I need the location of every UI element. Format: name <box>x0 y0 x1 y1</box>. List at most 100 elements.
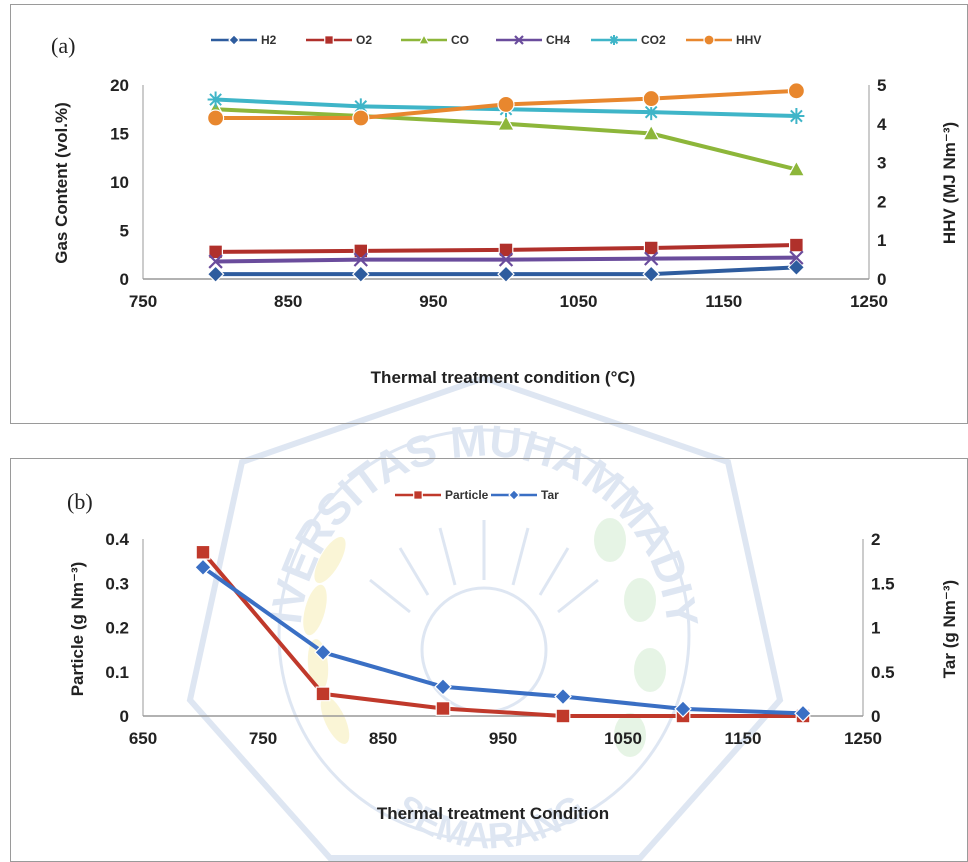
data-point-hhv <box>497 95 515 114</box>
data-point-hhv <box>642 89 660 108</box>
y2-tick-label: 1 <box>877 231 886 250</box>
chart-b-ticks: 650 750 850 950 1050 1150 1250 0 0.1 0.2 0.3 0.4 0 0.… <box>105 530 894 748</box>
y-tick-label: 0.3 <box>105 574 129 593</box>
chart-a-legend: H2 O2 CO CH4 CO2 HHV <box>211 33 761 47</box>
legend-marker-h2 <box>228 34 240 46</box>
y-tick-label: 0.1 <box>105 663 129 682</box>
data-point-tar <box>794 704 812 723</box>
legend-item-h2: H2 <box>211 33 277 47</box>
series-o2 <box>208 237 804 260</box>
data-point-ch4 <box>644 251 659 266</box>
data-point-co2 <box>207 91 224 108</box>
legend-label: CH4 <box>546 33 570 47</box>
data-point-particle <box>315 686 331 702</box>
chart-a-series <box>206 82 806 283</box>
series-h2 <box>206 258 806 283</box>
y2-tick-label: 1 <box>871 619 880 638</box>
y-tick-label: 0 <box>120 707 129 726</box>
data-point-particle <box>195 544 211 560</box>
legend-marker-co <box>417 33 431 45</box>
y-tick-label: 0.2 <box>105 619 129 638</box>
data-point-o2 <box>788 237 804 253</box>
data-point-h2 <box>787 258 806 277</box>
chart-a-ticks: 750 850 950 1050 1150 1250 0 5 10 15 20 0 1 2 3 4 5 <box>110 76 888 311</box>
x-tick-label: 650 <box>129 729 157 748</box>
series-particle <box>195 544 811 724</box>
data-point-h2 <box>642 265 661 283</box>
series-line-tar <box>201 565 804 716</box>
data-point-o2 <box>208 244 224 260</box>
data-point-co2 <box>352 98 369 115</box>
y-tick-label: 10 <box>110 173 129 192</box>
legend-label: O2 <box>356 33 372 47</box>
chart-b-series <box>194 544 812 724</box>
x-tick-label: 850 <box>274 292 302 311</box>
data-point-o2 <box>498 242 514 258</box>
chart-a-x-axis-title: Thermal treatment condition (°C) <box>371 368 636 387</box>
series-ch4 <box>208 250 804 269</box>
chart-panel-a: (a) H2 O2 CO CH4 CO2 HHV 750 850 950 1050 1150 125… <box>10 4 968 424</box>
chart-b-legend: Particle Tar <box>395 488 559 502</box>
x-tick-label: 1250 <box>850 292 888 311</box>
legend-label: Tar <box>541 488 559 502</box>
legend-item-co: CO <box>401 33 469 47</box>
x-tick-label: 750 <box>129 292 157 311</box>
data-point-tar <box>434 677 452 696</box>
data-point-ch4 <box>208 254 223 269</box>
data-point-co2 <box>643 104 660 121</box>
data-point-h2 <box>206 265 225 283</box>
data-point-co <box>642 124 661 141</box>
panel-label-a: (a) <box>51 33 75 58</box>
y2-tick-label: 0.5 <box>871 663 895 682</box>
data-point-particle <box>435 701 451 716</box>
legend-label: H2 <box>261 33 277 47</box>
x-tick-label: 850 <box>369 729 397 748</box>
data-point-tar <box>674 700 692 718</box>
data-point-co <box>787 160 806 177</box>
chart-b-x-axis-title: Thermal treatment Condition <box>377 804 609 823</box>
legend-item-ch4: CH4 <box>496 33 570 47</box>
data-point-co2 <box>788 108 805 125</box>
chart-b-y-axis-title: Particle (g Nm⁻³) <box>68 562 87 697</box>
data-point-hhv <box>787 82 806 100</box>
y2-tick-label: 3 <box>877 154 886 173</box>
data-point-ch4 <box>789 250 804 265</box>
x-tick-label: 950 <box>419 292 447 311</box>
data-point-o2 <box>643 240 659 256</box>
seal-heptagon-outline <box>186 374 784 861</box>
legend-item-particle: Particle <box>395 488 489 502</box>
legend-label: CO <box>451 33 469 47</box>
data-point-ch4 <box>353 252 368 267</box>
legend-label: HHV <box>736 33 761 47</box>
y2-tick-label: 1.5 <box>871 574 895 593</box>
x-tick-label: 1150 <box>725 729 762 748</box>
legend-marker-co2 <box>609 35 619 45</box>
data-point-co <box>496 114 516 131</box>
y2-tick-label: 0 <box>877 270 886 289</box>
data-point-hhv <box>207 109 225 127</box>
x-tick-label: 1050 <box>560 292 598 311</box>
legend-item-o2: O2 <box>306 33 372 47</box>
seal-ring <box>277 428 691 842</box>
chart-b-y2-axis-title: Tar (g Nm⁻³) <box>940 580 959 678</box>
chart-panel-b: (b) Particle Tar 650 750 850 950 1050 1150 1250… <box>10 458 968 862</box>
data-point-h2 <box>351 265 370 283</box>
y-tick-label: 0.4 <box>105 530 129 549</box>
data-point-tar <box>554 687 572 706</box>
data-point-ch4 <box>498 252 514 267</box>
y2-tick-label: 2 <box>877 192 886 211</box>
data-point-h2 <box>497 265 515 283</box>
series-hhv <box>207 82 806 127</box>
x-tick-label: 1150 <box>705 292 742 311</box>
data-point-particle <box>555 708 571 724</box>
data-point-hhv <box>352 109 370 127</box>
x-tick-label: 750 <box>249 729 277 748</box>
legend-label: Particle <box>445 488 489 502</box>
legend-marker-ch4 <box>514 35 524 45</box>
data-point-tar <box>314 643 332 662</box>
series-tar <box>194 558 812 723</box>
x-tick-label: 1250 <box>844 729 882 748</box>
legend-marker-o2 <box>324 35 334 45</box>
y-tick-label: 15 <box>110 125 129 144</box>
y2-tick-label: 4 <box>877 115 887 134</box>
